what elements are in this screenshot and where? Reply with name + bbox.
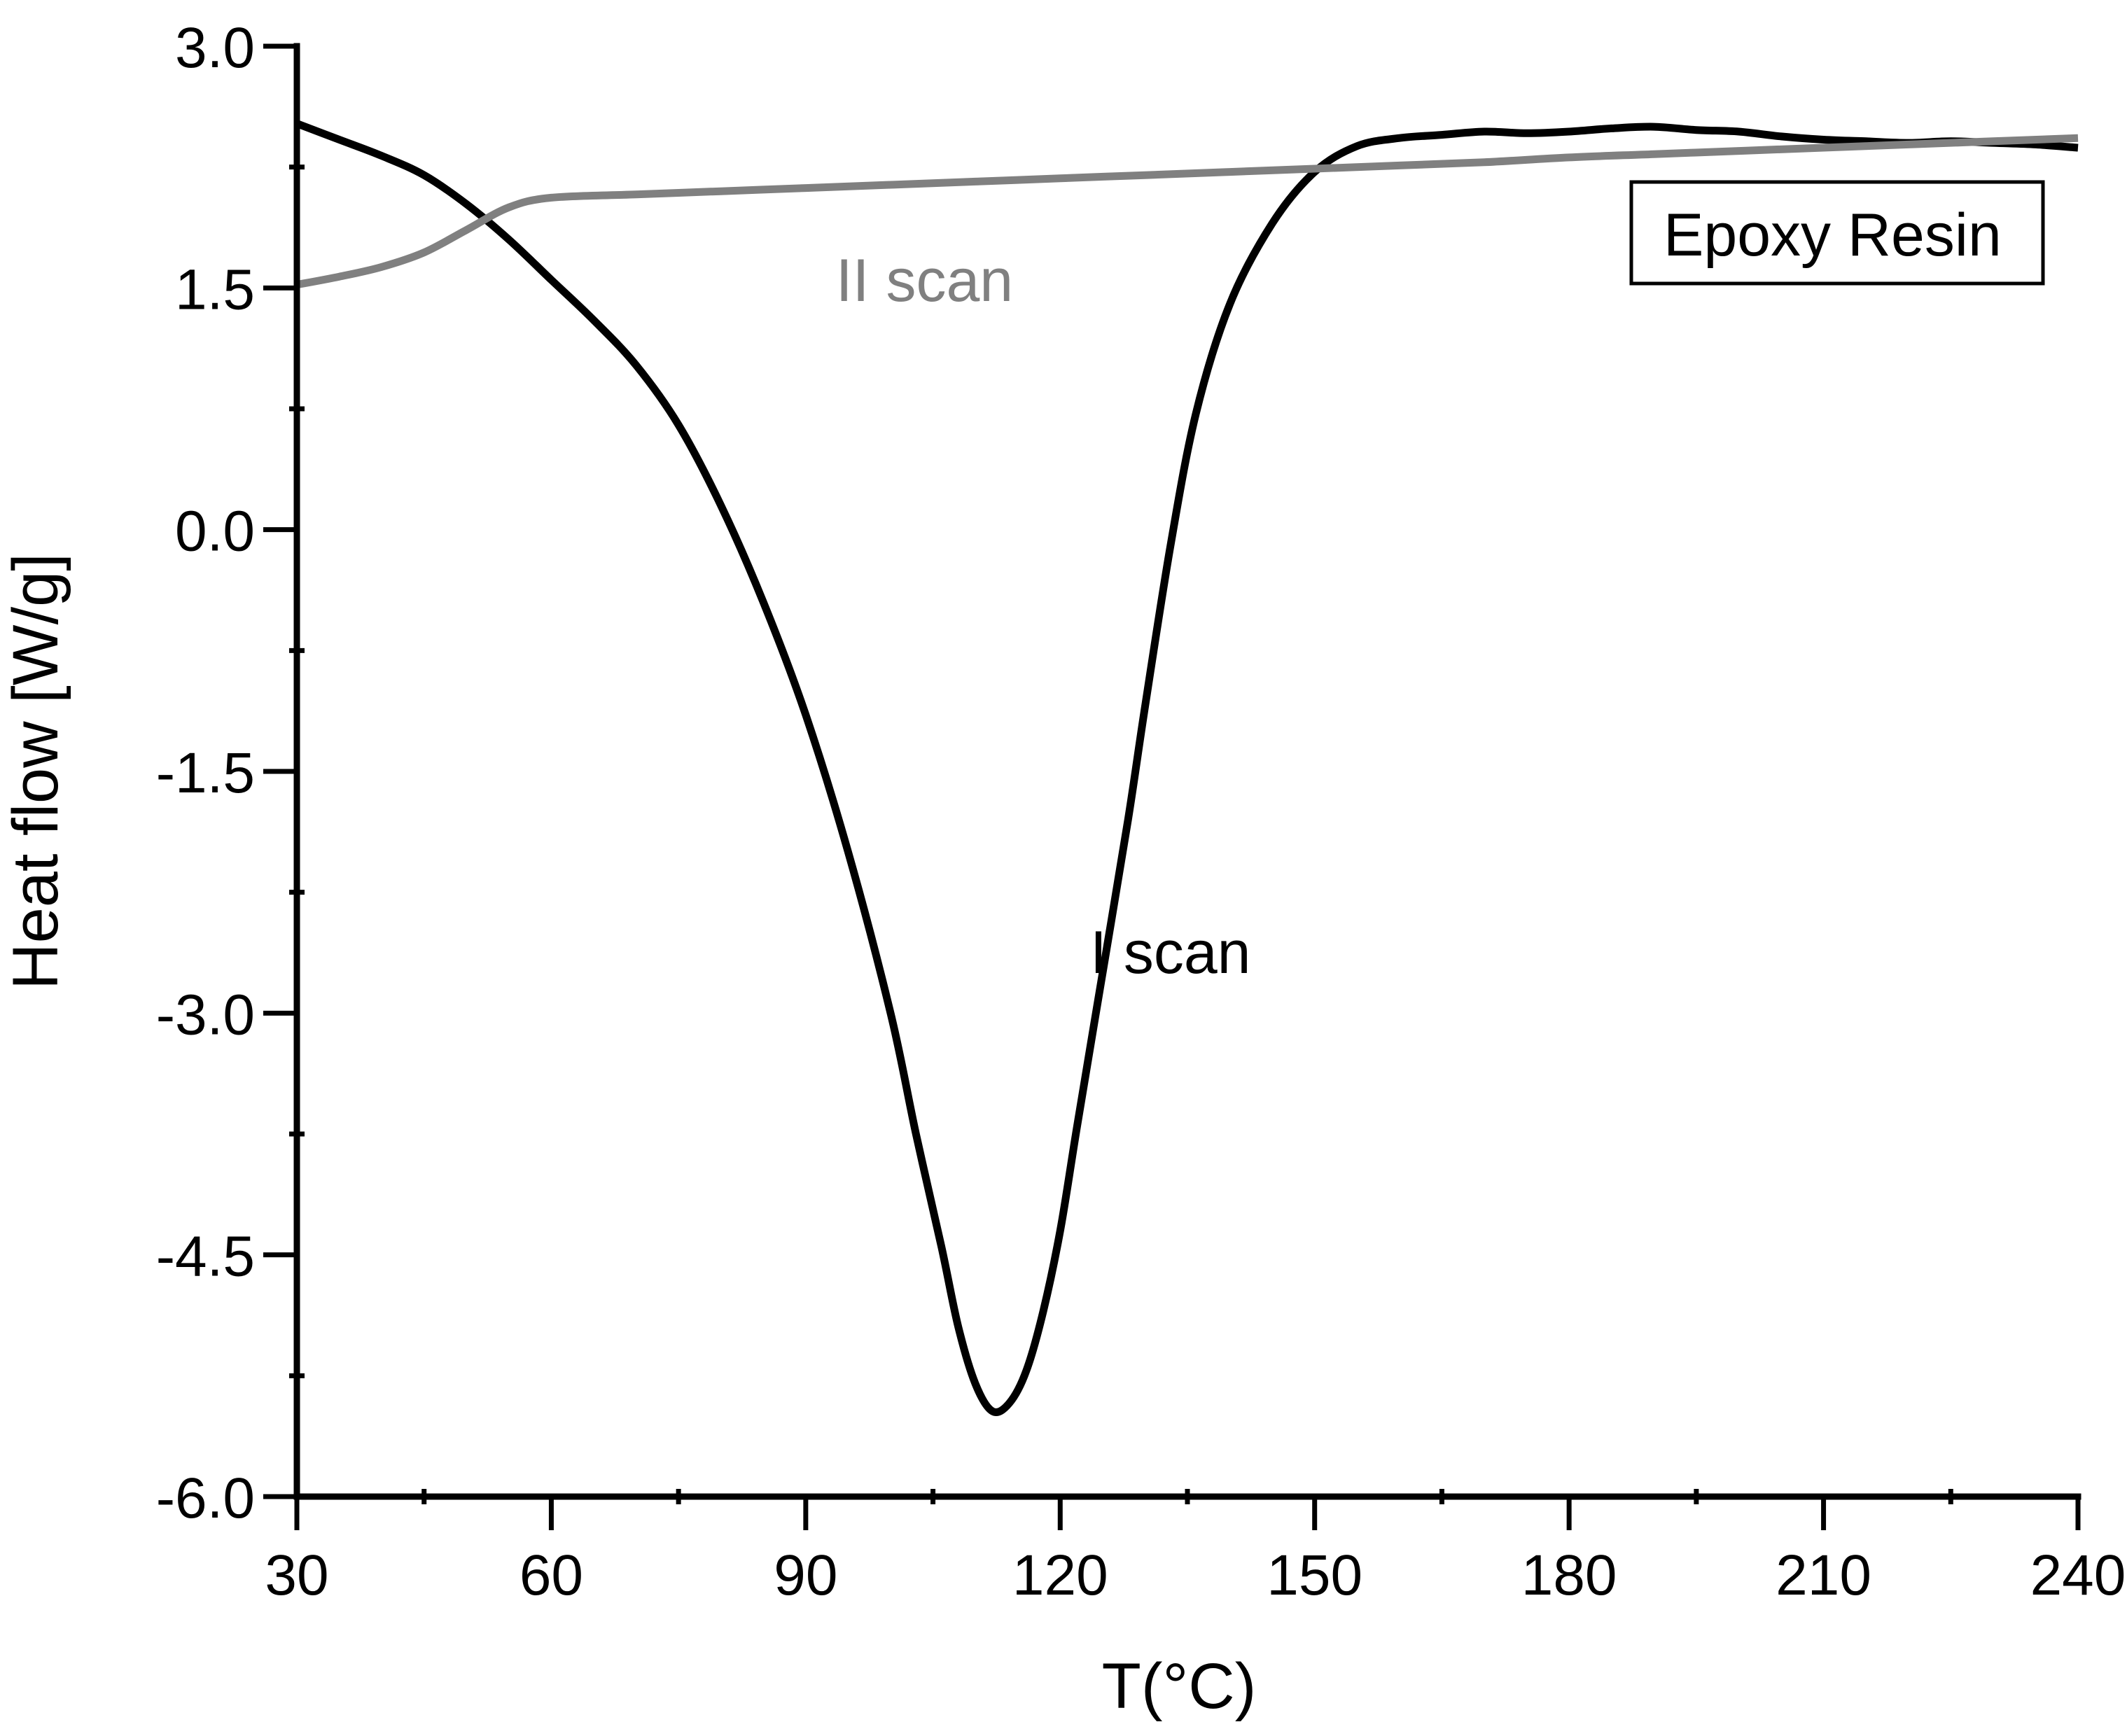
x-tick-label: 30 <box>265 1544 328 1607</box>
y-tick-label: -1.5 <box>156 741 255 805</box>
legend-label: Epoxy Resin <box>1664 202 2002 269</box>
curve-label: I scan <box>1090 919 1250 986</box>
curve-label: II scan <box>836 247 1013 314</box>
x-ticks: 30 60 90 120 150 180 210 240 <box>265 1489 2126 1607</box>
y-tick-label: 3.0 <box>175 16 255 80</box>
y-tick-label: -4.5 <box>156 1225 255 1289</box>
x-tick-label: 210 <box>1776 1544 1871 1607</box>
y-ticks: 3.0 1.5 0.0 -1.5 -3.0 -4.5 -6.0 <box>156 16 305 1530</box>
series-line-i-scan <box>295 120 2079 1416</box>
y-tick-label: 0.0 <box>175 500 255 564</box>
x-tick-label: 150 <box>1267 1544 1362 1607</box>
x-axis-title: T(°C) <box>1102 1651 1257 1722</box>
y-tick-label: -6.0 <box>156 1466 255 1530</box>
series-line-ii-scan <box>295 134 2079 289</box>
legend-frame <box>1629 180 2045 286</box>
y-tick-label: -3.0 <box>156 983 255 1046</box>
x-tick-label: 180 <box>1521 1544 1617 1607</box>
x-tick-label: 90 <box>774 1544 837 1607</box>
series-curves <box>295 120 2079 1416</box>
y-axis-title: Heat flow [W/g] <box>0 553 71 990</box>
legend-box: Epoxy Resin <box>1629 180 2045 286</box>
x-tick-label: 60 <box>519 1544 583 1607</box>
y-tick-label: 1.5 <box>175 258 255 321</box>
axes: 3.0 1.5 0.0 -1.5 -3.0 -4.5 -6.0 30 60 90 120 150 18… <box>156 16 2126 1607</box>
x-tick-label: 240 <box>2030 1544 2126 1607</box>
plot-area: 3.0 1.5 0.0 -1.5 -3.0 -4.5 -6.0 30 60 90 120 150 18… <box>156 16 2126 1607</box>
curve-annotations: II scan I scan <box>836 247 1251 986</box>
x-tick-label: 120 <box>1012 1544 1108 1607</box>
